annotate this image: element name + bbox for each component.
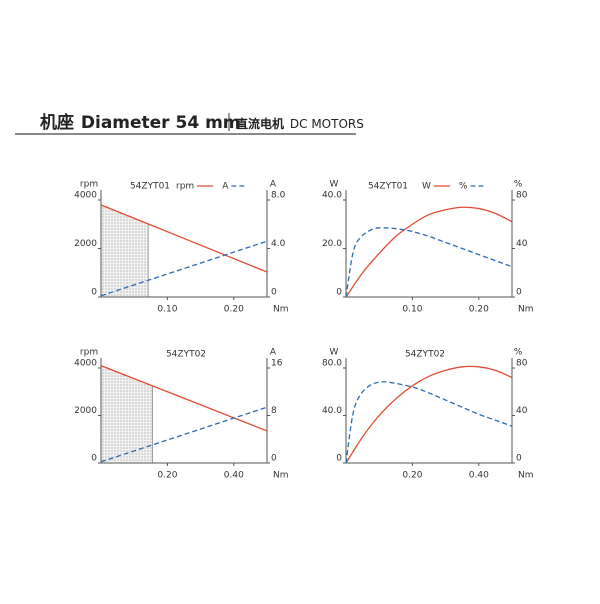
y2-tick-label: 8 xyxy=(271,406,277,416)
series-line xyxy=(345,365,513,464)
header-title-cn: 机座 xyxy=(40,112,74,133)
x-tick-label: 0.40 xyxy=(224,471,244,481)
x-tick-label: 0.10 xyxy=(402,305,422,315)
chart-title: 54ZYT01 xyxy=(368,182,408,192)
x-axis-label: Nm xyxy=(273,471,289,481)
legend-label: W xyxy=(422,182,431,192)
y2-tick-label: 40 xyxy=(516,239,528,249)
y2-tick-label: 8.0 xyxy=(271,191,286,201)
y2-axis-label: A xyxy=(270,180,277,190)
y-tick-label: 40.0 xyxy=(322,406,342,416)
chart-title: 54ZYT01 xyxy=(130,182,170,192)
x-tick-label: 0.20 xyxy=(224,305,244,315)
x-axis-label: Nm xyxy=(518,305,534,315)
y-axis-label: rpm xyxy=(80,180,98,190)
header-subtitle: 直流电机 DC MOTORS xyxy=(236,116,364,131)
header-subtitle-en: DC MOTORS xyxy=(290,117,364,131)
series-line xyxy=(100,240,268,297)
y2-tick-label: 0 xyxy=(271,454,277,464)
rated-region xyxy=(100,365,153,464)
y-axis-label: rpm xyxy=(80,348,98,358)
y2-tick-label: 0 xyxy=(271,288,277,298)
series-line xyxy=(345,227,513,298)
y2-tick-label: 80 xyxy=(516,359,528,369)
y2-axis-label: % xyxy=(514,180,523,190)
y-axis-label: W xyxy=(330,348,339,358)
series-line xyxy=(100,204,268,273)
header-subtitle-cn: 直流电机 xyxy=(236,116,284,131)
y-tick-label: 80.0 xyxy=(322,359,342,369)
chart-title: 54ZYT02 xyxy=(405,350,445,360)
y2-tick-label: 0 xyxy=(516,454,522,464)
y-axis-label: W xyxy=(330,180,339,190)
x-tick-label: 0.20 xyxy=(402,471,422,481)
y-tick-label: 2000 xyxy=(74,239,97,249)
y2-tick-label: 0 xyxy=(516,288,522,298)
x-axis-label: Nm xyxy=(518,471,534,481)
x-tick-label: 0.20 xyxy=(157,471,177,481)
x-axis-label: Nm xyxy=(273,305,289,315)
y-tick-label: 4000 xyxy=(74,191,97,201)
x-tick-label: 0.10 xyxy=(157,305,177,315)
y2-tick-label: 80 xyxy=(516,191,528,201)
series-line xyxy=(100,406,268,463)
y2-axis-label: % xyxy=(514,348,523,358)
series-line xyxy=(100,365,268,432)
series-line xyxy=(345,381,513,464)
y-tick-label: 2000 xyxy=(74,406,97,416)
series-line xyxy=(345,206,513,298)
chart-title: 54ZYT02 xyxy=(166,350,206,360)
y-tick-label: 0 xyxy=(91,288,97,298)
y2-tick-label: 16 xyxy=(271,359,283,369)
y-tick-label: 4000 xyxy=(74,359,97,369)
y2-tick-label: 40 xyxy=(516,406,528,416)
y2-tick-label: 4.0 xyxy=(271,239,286,249)
y-tick-label: 40.0 xyxy=(322,191,342,201)
y-tick-label: 0 xyxy=(336,288,342,298)
x-tick-label: 0.40 xyxy=(469,471,489,481)
header-title-en: Diameter 54 mm xyxy=(81,113,241,133)
legend-label: A xyxy=(222,182,229,192)
x-tick-label: 0.20 xyxy=(469,305,489,315)
y-tick-label: 20.0 xyxy=(322,239,342,249)
y2-axis-label: A xyxy=(270,348,277,358)
y-tick-label: 0 xyxy=(336,454,342,464)
header-title: 机座 Diameter 54 mm xyxy=(40,112,241,133)
legend-label: % xyxy=(459,182,468,192)
legend-label: rpm xyxy=(176,182,194,192)
y-tick-label: 0 xyxy=(91,454,97,464)
